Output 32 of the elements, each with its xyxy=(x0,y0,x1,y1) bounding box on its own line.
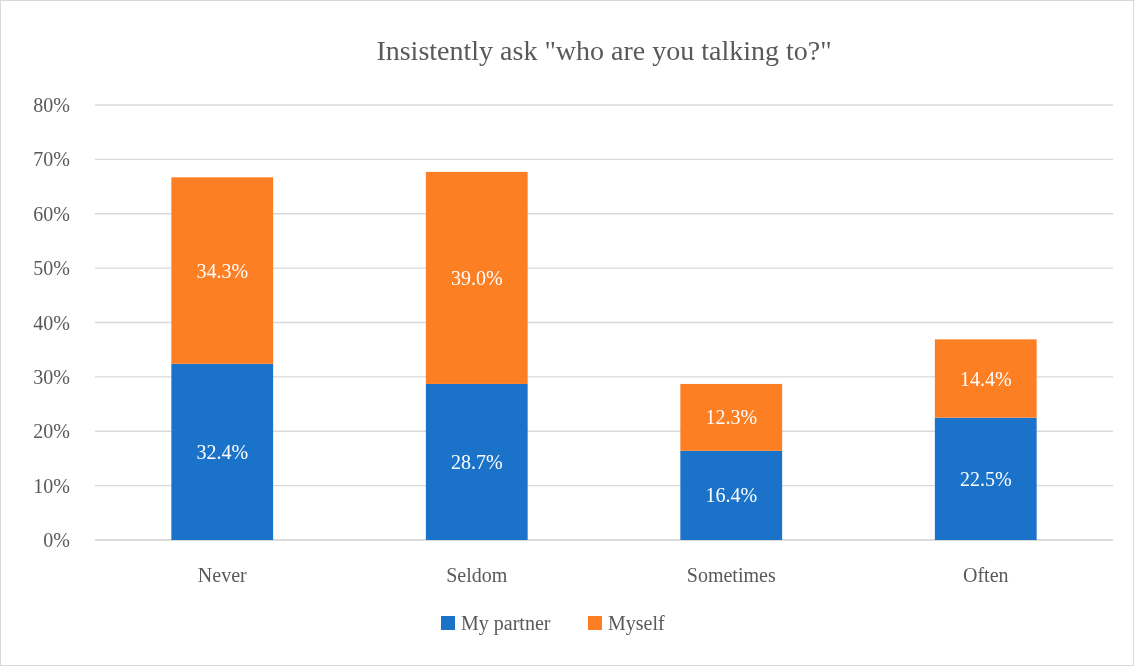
y-tick-label: 30% xyxy=(33,365,70,388)
y-tick-label: 0% xyxy=(43,529,70,551)
bar xyxy=(171,177,274,364)
data-label: 14.4% xyxy=(959,367,1012,390)
x-tick-label: Sometimes xyxy=(686,564,776,586)
data-label: 39.0% xyxy=(450,266,503,289)
legend-label: Myself xyxy=(608,612,665,635)
data-label: 22.5% xyxy=(959,467,1012,490)
bar xyxy=(934,339,1037,418)
bar xyxy=(934,417,1037,540)
x-tick-label: Seldom xyxy=(446,564,508,586)
bar xyxy=(680,450,783,540)
bar xyxy=(425,383,528,540)
y-tick-label: 20% xyxy=(33,420,70,443)
legend-label: My partner xyxy=(461,612,551,635)
y-tick-label: 50% xyxy=(33,257,70,280)
y-tick-label: 60% xyxy=(33,202,70,225)
x-tick-label: Never xyxy=(197,564,248,586)
y-tick-label: 70% xyxy=(33,148,70,171)
data-label: 16.4% xyxy=(705,484,758,507)
data-label: 12.3% xyxy=(705,406,758,429)
bar xyxy=(680,383,783,451)
y-tick-label: 80% xyxy=(33,94,70,116)
y-tick-label: 40% xyxy=(33,311,70,334)
data-label: 28.7% xyxy=(450,450,503,473)
y-tick-label: 10% xyxy=(33,474,70,497)
bar xyxy=(425,171,528,384)
bar xyxy=(171,363,274,540)
data-label: 32.4% xyxy=(196,440,249,463)
chart-title: Insistently ask "who are you talking to?" xyxy=(376,35,832,66)
data-label: 34.3% xyxy=(196,259,249,282)
x-tick-label: Often xyxy=(962,564,1009,586)
